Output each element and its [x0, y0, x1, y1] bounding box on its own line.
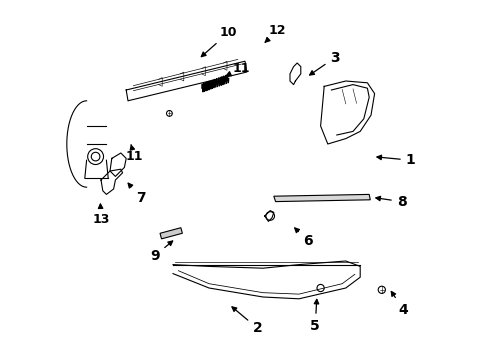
Text: 8: 8	[376, 195, 407, 208]
Text: 11: 11	[226, 62, 250, 76]
Text: 12: 12	[265, 24, 286, 42]
Text: 10: 10	[201, 26, 238, 57]
Polygon shape	[160, 228, 182, 239]
Text: 5: 5	[310, 300, 320, 333]
Text: 6: 6	[295, 228, 313, 248]
Text: 9: 9	[150, 241, 172, 262]
Polygon shape	[274, 194, 370, 202]
Text: 11: 11	[125, 145, 143, 163]
Text: 13: 13	[92, 204, 110, 226]
Text: 7: 7	[128, 183, 146, 205]
Text: 2: 2	[232, 307, 263, 335]
Text: 1: 1	[377, 153, 416, 167]
Text: 3: 3	[310, 51, 340, 75]
Text: 4: 4	[392, 292, 408, 316]
